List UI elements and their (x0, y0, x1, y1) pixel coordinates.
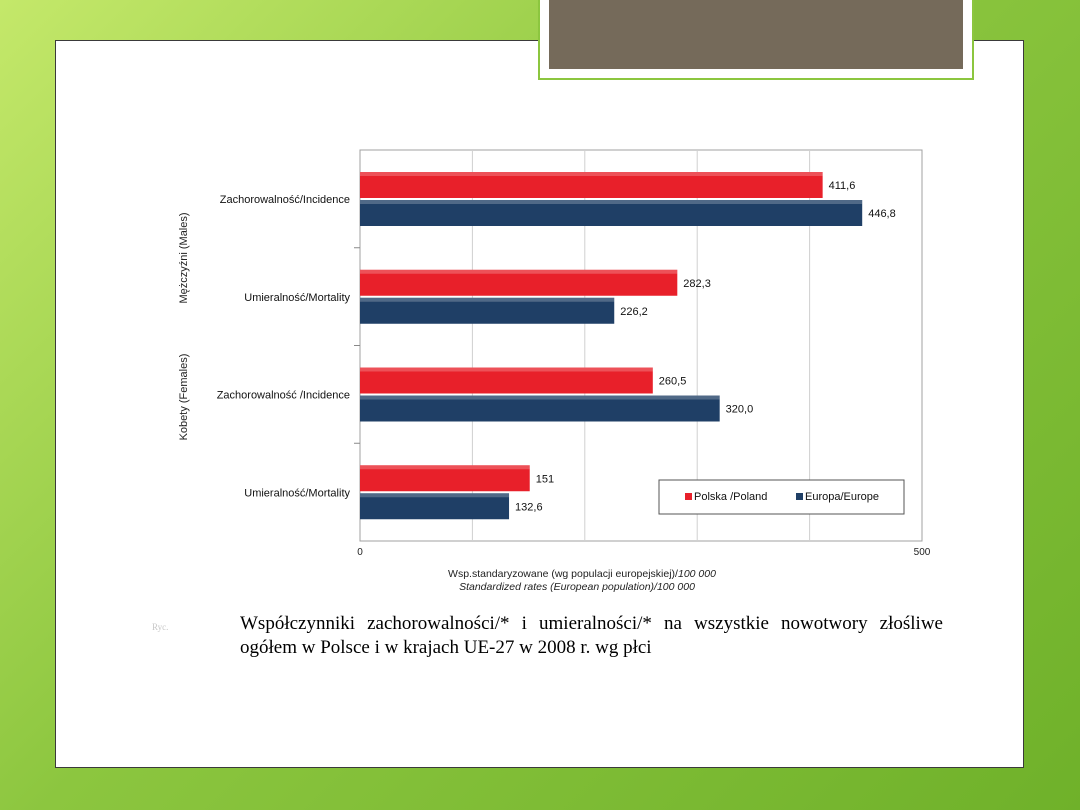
category-labels: Zachorowalność/Incidence Umieralność/Mort… (217, 194, 351, 499)
x-tick-500: 500 (914, 547, 931, 558)
bar-europe (360, 395, 720, 422)
bar-poland (360, 367, 653, 394)
group-label-males: Mężczyźni (Males) (178, 212, 190, 303)
bar-europe (360, 200, 863, 226)
bar-poland (360, 172, 823, 198)
data-label: 446,8 (868, 208, 896, 220)
bar-highlight (360, 200, 863, 204)
legend: Polska /Poland Europa/Europe (658, 479, 905, 515)
category-label: Umieralność/Mortality (244, 292, 350, 304)
bar-highlight (360, 269, 678, 274)
group-label-females: Kobety (Females) (178, 354, 190, 441)
x-axis-label-1-unit: 100 000 (678, 568, 716, 580)
bar-highlight (360, 493, 510, 498)
x-axis-label-1: Wsp.standaryzowane (wg populacji europej… (448, 568, 716, 580)
data-label: 226,2 (620, 306, 648, 318)
title-placeholder (538, 0, 974, 80)
category-label: Zachorowalność/Incidence (220, 194, 350, 206)
bars-layer (360, 172, 863, 520)
legend-swatch-europe (796, 493, 803, 500)
data-label: 151 (536, 473, 554, 485)
data-label: 282,3 (683, 278, 711, 290)
bar-highlight (360, 395, 720, 400)
bar-europe (360, 493, 510, 520)
x-axis-label-1-text: Wsp.standaryzowane (wg populacji europej… (448, 568, 678, 580)
x-tick-0: 0 (357, 547, 363, 558)
bar-poland (360, 465, 530, 492)
data-label: 320,0 (726, 404, 754, 416)
bar-highlight (360, 297, 615, 302)
category-label: Zachorowalność /Incidence (217, 390, 350, 402)
bar-europe (360, 297, 615, 324)
caption-mark: Ryc. (152, 622, 169, 632)
legend-label-europe: Europa/Europe (805, 491, 879, 503)
bar-highlight (360, 172, 823, 176)
title-placeholder-fill (549, 0, 963, 69)
labels-layer: 411,6 446,8 282,3 226,2 260,5 320,0 151 132,6 (515, 180, 896, 513)
legend-swatch-poland (685, 493, 692, 500)
figure-caption: Współczynniki zachorowalności/* i umiera… (240, 613, 943, 658)
bar-poland (360, 269, 678, 296)
data-label: 132,6 (515, 501, 543, 513)
legend-box (658, 479, 905, 515)
bar-highlight (360, 367, 653, 372)
x-axis-label-2: Standardized rates (European population)… (459, 581, 695, 593)
bar-highlight (360, 465, 530, 470)
data-label: 260,5 (659, 376, 687, 388)
legend-label-poland: Polska /Poland (694, 491, 767, 503)
category-label: Umieralność/Mortality (244, 487, 350, 499)
data-label: 411,6 (829, 180, 856, 192)
